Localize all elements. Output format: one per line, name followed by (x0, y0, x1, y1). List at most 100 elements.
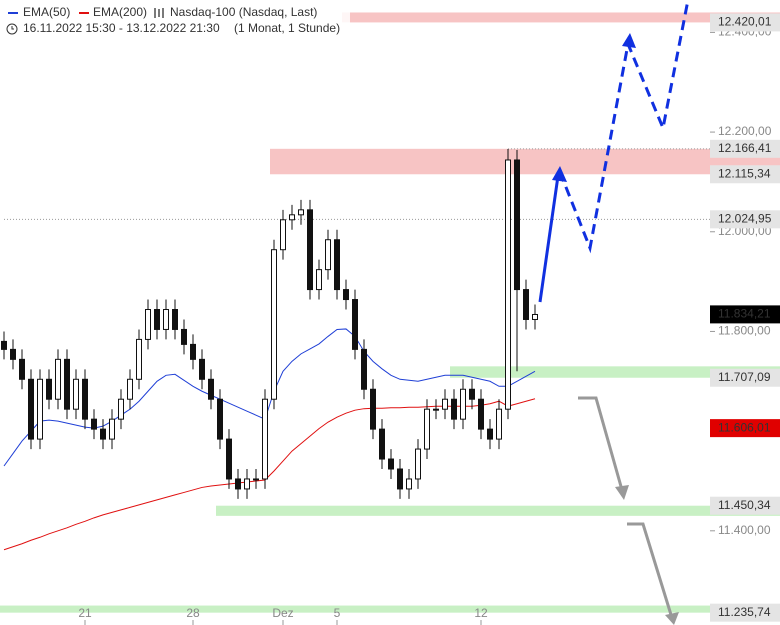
level-box (710, 139, 780, 158)
candle-body (505, 159, 511, 410)
zone (0, 605, 780, 613)
candle-body (10, 348, 16, 360)
candle-body (316, 269, 322, 291)
level-label: 11.606,01 (718, 420, 771, 434)
candle-body (55, 358, 61, 400)
x-tick-label: 28 (186, 606, 200, 620)
candle-body (478, 398, 484, 430)
header-bg (0, 0, 350, 38)
candle-body (487, 428, 493, 440)
candle-body (28, 378, 34, 440)
ema-line (3, 398, 536, 551)
candle-body (496, 408, 502, 440)
level-label: 12.115,34 (718, 166, 771, 180)
candle-body (46, 378, 52, 400)
period: 16.11.2022 15:30 - 13.12.2022 21:30 (23, 21, 220, 35)
candle-body (217, 398, 223, 440)
candle-body (244, 478, 250, 490)
x-tick-label: Dez (272, 606, 293, 620)
candle-body (190, 343, 196, 360)
candle-body (406, 478, 412, 490)
interval: (1 Monat, 1 Stunde) (234, 21, 340, 35)
y-tick-label: 12.200,00 (718, 124, 772, 138)
candle-body (226, 438, 232, 480)
projection-arrow (538, 175, 560, 303)
candle-body (451, 398, 457, 420)
candle-body (424, 408, 430, 450)
level-label: 12.166,41 (718, 141, 772, 155)
candle-body (370, 388, 376, 430)
projection-arrows (538, 0, 690, 625)
legend-swatch (8, 12, 18, 14)
legend-swatch (79, 12, 89, 14)
background-layer: 12.400,0012.200,0012.000,0011.800,0011.4… (0, 12, 780, 625)
candle-body (127, 378, 133, 400)
candle-body (1, 340, 7, 350)
projection-arrow (578, 396, 624, 491)
level-box (710, 496, 780, 515)
candle-body (37, 378, 43, 440)
candle-body (298, 209, 304, 216)
y-tick-label: 11.400,00 (718, 523, 771, 537)
level-label: 12.024,95 (718, 211, 772, 225)
level-box (710, 13, 780, 32)
candle-body (73, 378, 79, 410)
level-box (710, 419, 780, 438)
candle-icon (154, 8, 164, 18)
candle-body (208, 378, 214, 400)
legend-label: EMA(200) (93, 5, 147, 19)
clock-hand (11, 26, 14, 30)
candle-body (307, 209, 313, 291)
candle-body (271, 249, 277, 400)
level-label: 11.235,74 (718, 605, 771, 619)
candle-body (262, 398, 268, 480)
candle-body (82, 378, 88, 420)
projection-arrow (627, 522, 674, 619)
candle-body (163, 309, 169, 330)
legend-label: EMA(50) (23, 5, 70, 19)
candle-body (460, 388, 466, 420)
candle-body (172, 309, 178, 330)
candle-body (343, 289, 349, 301)
arrow-head (622, 33, 636, 48)
candle-body (397, 468, 403, 490)
candle-body (361, 348, 367, 390)
candle-body (91, 418, 97, 430)
arrow-head (665, 612, 679, 625)
candle-body (199, 358, 205, 380)
candle-body (145, 309, 151, 340)
y-tick-label: 11.800,00 (718, 324, 771, 338)
candle-body (253, 478, 259, 481)
level-box (710, 165, 780, 184)
level-label: 11.707,09 (718, 370, 771, 384)
level-label: 11.834,21 (718, 307, 771, 321)
clock-icon (6, 23, 18, 35)
projection-path (558, 0, 690, 254)
candle-body (235, 478, 241, 490)
candle-body (388, 458, 394, 470)
chart-title: Nasdaq-100 (Nasdaq, Last) (170, 5, 317, 19)
level-label: 11.450,34 (718, 498, 771, 512)
candle-body (325, 239, 331, 271)
candle-body (64, 358, 70, 410)
level-box (710, 210, 780, 229)
zone (450, 366, 780, 378)
candle-body (289, 214, 295, 221)
level-box (710, 603, 780, 622)
x-tick-label: 12 (474, 606, 488, 620)
candle-body (379, 428, 385, 460)
front-layer: 12.420,01 12.166,41 12.115,34 12.024,95 11.8… (1, 13, 780, 622)
level-box (710, 305, 780, 324)
zone (270, 148, 780, 175)
zone (342, 12, 780, 23)
candle-body (442, 398, 448, 410)
candle-body (334, 239, 340, 291)
level-label: 12.420,01 (718, 15, 772, 29)
candle-body (109, 418, 115, 440)
zone (216, 505, 780, 516)
level-box (710, 368, 780, 387)
candle-body (433, 408, 439, 411)
candle-body (352, 299, 358, 350)
x-tick-label: 21 (78, 606, 92, 620)
candle-body (280, 219, 286, 251)
